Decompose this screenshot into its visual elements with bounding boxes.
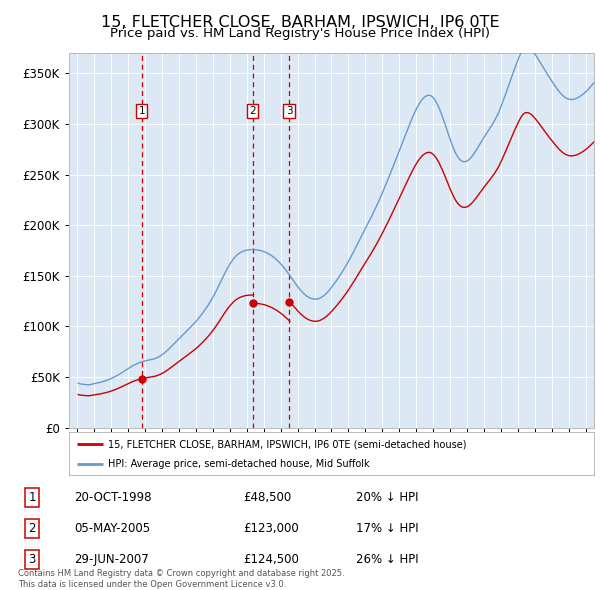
Text: 20% ↓ HPI: 20% ↓ HPI xyxy=(356,491,419,504)
Text: 15, FLETCHER CLOSE, BARHAM, IPSWICH, IP6 0TE (semi-detached house): 15, FLETCHER CLOSE, BARHAM, IPSWICH, IP6… xyxy=(109,440,467,450)
Text: 26% ↓ HPI: 26% ↓ HPI xyxy=(356,553,419,566)
Text: 05-MAY-2005: 05-MAY-2005 xyxy=(74,522,151,535)
Text: 29-JUN-2007: 29-JUN-2007 xyxy=(74,553,149,566)
Text: £48,500: £48,500 xyxy=(244,491,292,504)
Text: 1: 1 xyxy=(28,491,36,504)
Text: 2: 2 xyxy=(28,522,36,535)
Text: 2: 2 xyxy=(249,106,256,116)
Text: 20-OCT-1998: 20-OCT-1998 xyxy=(74,491,152,504)
Text: HPI: Average price, semi-detached house, Mid Suffolk: HPI: Average price, semi-detached house,… xyxy=(109,460,370,469)
Text: 15, FLETCHER CLOSE, BARHAM, IPSWICH, IP6 0TE: 15, FLETCHER CLOSE, BARHAM, IPSWICH, IP6… xyxy=(101,15,499,30)
Text: £123,000: £123,000 xyxy=(244,522,299,535)
Text: Contains HM Land Registry data © Crown copyright and database right 2025.
This d: Contains HM Land Registry data © Crown c… xyxy=(18,569,344,589)
Text: Price paid vs. HM Land Registry's House Price Index (HPI): Price paid vs. HM Land Registry's House … xyxy=(110,27,490,40)
Text: £124,500: £124,500 xyxy=(244,553,299,566)
Text: 3: 3 xyxy=(28,553,36,566)
Text: 3: 3 xyxy=(286,106,292,116)
Text: 1: 1 xyxy=(139,106,145,116)
Text: 17% ↓ HPI: 17% ↓ HPI xyxy=(356,522,419,535)
